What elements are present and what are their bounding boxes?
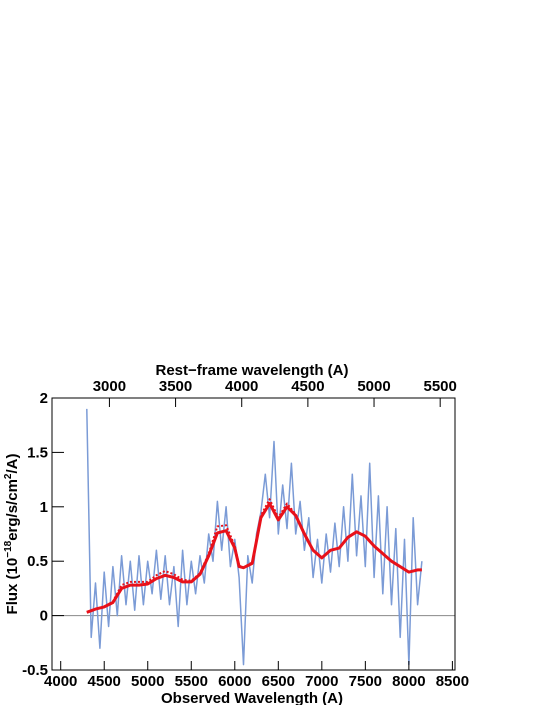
x2-tick-label: 4500 bbox=[291, 378, 324, 395]
x-tick-label: 4500 bbox=[88, 673, 121, 690]
plot-frame bbox=[51, 397, 456, 671]
y-label-sup: 2 bbox=[3, 473, 14, 479]
x2-tick-label: 3500 bbox=[159, 378, 192, 395]
x-tick-label: 8500 bbox=[436, 673, 469, 690]
x-tick-label: 6000 bbox=[218, 673, 251, 690]
y-label-part: Flux (10 bbox=[4, 558, 21, 615]
series-line bbox=[86, 502, 422, 614]
y-tick-label: 1 bbox=[40, 499, 48, 516]
x2-tick-label: 4000 bbox=[225, 378, 258, 395]
y-tick-label: 0 bbox=[40, 608, 48, 625]
y-tick-label: 2 bbox=[40, 390, 48, 407]
x2-tick-label: 5000 bbox=[357, 378, 390, 395]
x2-tick-label: 3000 bbox=[93, 378, 126, 395]
x-tick-label: 5500 bbox=[175, 673, 208, 690]
x-tick-label: 4000 bbox=[44, 673, 77, 690]
y-axis-title: Flux (10−18erg/s/cm2/A) bbox=[3, 454, 21, 615]
y-label-sup: −18 bbox=[3, 540, 14, 557]
top-axis-title: Rest−frame wavelength (A) bbox=[156, 362, 349, 379]
series-line bbox=[86, 408, 423, 666]
y-tick-label: 1.5 bbox=[27, 444, 48, 461]
x-tick-label: 5000 bbox=[131, 673, 164, 690]
y-tick-label: -0.5 bbox=[22, 662, 48, 679]
x-axis-title: Observed Wavelength (A) bbox=[161, 690, 343, 705]
x-tick-label: 8000 bbox=[392, 673, 425, 690]
x-tick-label: 6500 bbox=[262, 673, 295, 690]
plot-area bbox=[52, 408, 455, 666]
y-tick-label: 0.5 bbox=[27, 553, 48, 570]
x-tick-label: 7000 bbox=[305, 673, 338, 690]
y-label-part: /A) bbox=[4, 454, 21, 474]
x-tick-label: 7500 bbox=[349, 673, 382, 690]
x2-tick-label: 5500 bbox=[423, 378, 456, 395]
y-label-part: erg/s/cm bbox=[4, 479, 21, 541]
